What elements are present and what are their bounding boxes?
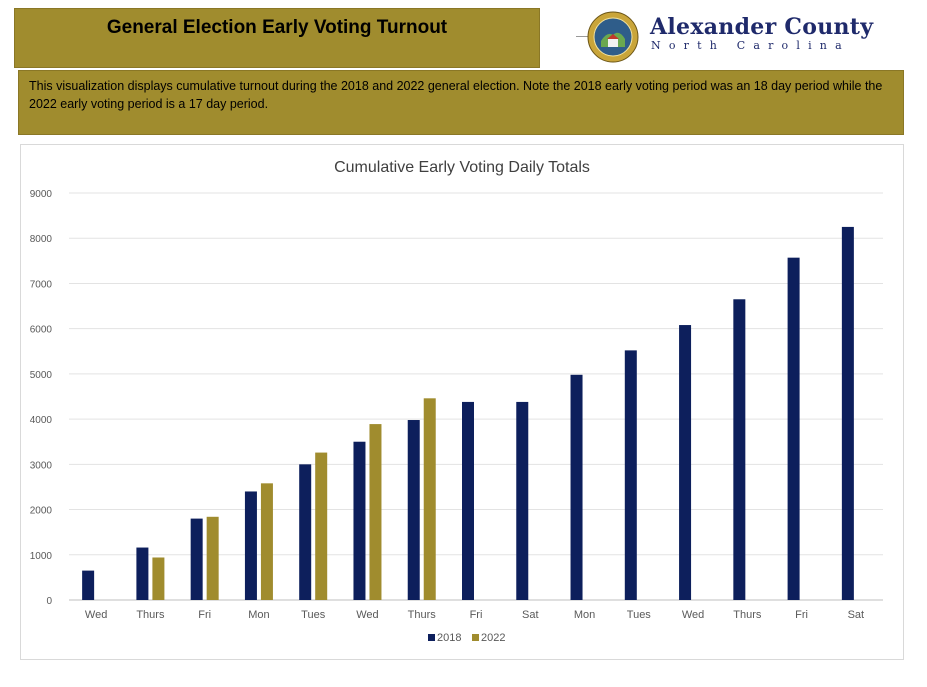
bar-2018-tues <box>624 350 637 600</box>
bar-2018-fri <box>787 257 800 600</box>
y-tick-label: 5000 <box>30 370 53 381</box>
county-seal-icon <box>587 11 639 63</box>
y-tick-label: 1000 <box>30 551 53 562</box>
bar-2018-wed <box>679 325 692 600</box>
y-tick-label: 9000 <box>30 189 53 200</box>
bar-2018-fri <box>462 401 474 600</box>
bar-2018-tues <box>299 464 312 600</box>
y-tick-label: 2000 <box>30 506 53 517</box>
x-tick-label: Thurs <box>408 609 437 621</box>
x-tick-label: Tues <box>301 609 326 621</box>
bar-2018-wed <box>353 441 366 600</box>
bar-2018-wed <box>82 570 95 600</box>
bar-2018-sat <box>516 401 529 600</box>
county-logo: Alexander County North Carolina <box>576 8 906 68</box>
x-tick-label: Fri <box>198 609 211 621</box>
x-tick-label: Fri <box>795 609 808 621</box>
state-name: North Carolina <box>651 39 850 52</box>
x-tick-label: Mon <box>574 609 595 621</box>
x-tick-label: Tues <box>627 609 652 621</box>
logo-divider <box>576 36 590 37</box>
y-tick-label: 8000 <box>30 234 53 245</box>
description-banner: This visualization displays cumulative t… <box>18 70 904 135</box>
bar-2022-tues <box>315 452 328 600</box>
description-text: This visualization displays cumulative t… <box>29 79 883 111</box>
county-name: Alexander County <box>650 14 874 40</box>
y-tick-label: 3000 <box>30 460 53 471</box>
y-tick-label: 7000 <box>30 279 53 290</box>
x-tick-label: Wed <box>356 609 378 621</box>
x-tick-label: Sat <box>522 609 539 621</box>
legend-label-2022: 2022 <box>481 632 505 644</box>
bar-2022-wed <box>369 424 382 600</box>
bar-2018-mon <box>244 491 257 600</box>
x-tick-label: Wed <box>682 609 704 621</box>
bar-2018-thurs <box>733 299 746 600</box>
chart-title: Cumulative Early Voting Daily Totals <box>334 159 590 176</box>
x-tick-label: Fri <box>470 609 483 621</box>
x-tick-label: Mon <box>248 609 269 621</box>
bar-2018-thurs <box>407 420 420 600</box>
page-title: General Election Early Voting Turnout <box>106 17 448 38</box>
turnout-bar-chart: Cumulative Early Voting Daily Totals 0 100… <box>30 159 883 644</box>
x-tick-label: Wed <box>85 609 107 621</box>
y-tick-label: 0 <box>46 596 52 607</box>
title-banner: General Election Early Voting Turnout <box>14 8 540 68</box>
bar-2018-thurs <box>136 547 149 600</box>
legend-label-2018: 2018 <box>437 632 461 644</box>
bar-2018-mon <box>570 374 583 600</box>
chart-container: Cumulative Early Voting Daily Totals 0 100… <box>20 144 904 660</box>
y-tick-label: 4000 <box>30 415 53 426</box>
bar-2022-thurs <box>152 557 165 600</box>
x-tick-label: Thurs <box>733 609 762 621</box>
bar-2022-mon <box>260 483 273 600</box>
bar-2022-thurs <box>423 398 436 600</box>
x-tick-label: Sat <box>848 609 865 621</box>
bar-2018-sat <box>841 226 854 600</box>
x-tick-label: Thurs <box>136 609 165 621</box>
bar-2018-fri <box>190 518 203 600</box>
bar-2022-fri <box>206 516 219 600</box>
legend-swatch-2022 <box>472 634 479 641</box>
y-tick-label: 6000 <box>30 325 53 336</box>
legend-swatch-2018 <box>428 634 435 641</box>
